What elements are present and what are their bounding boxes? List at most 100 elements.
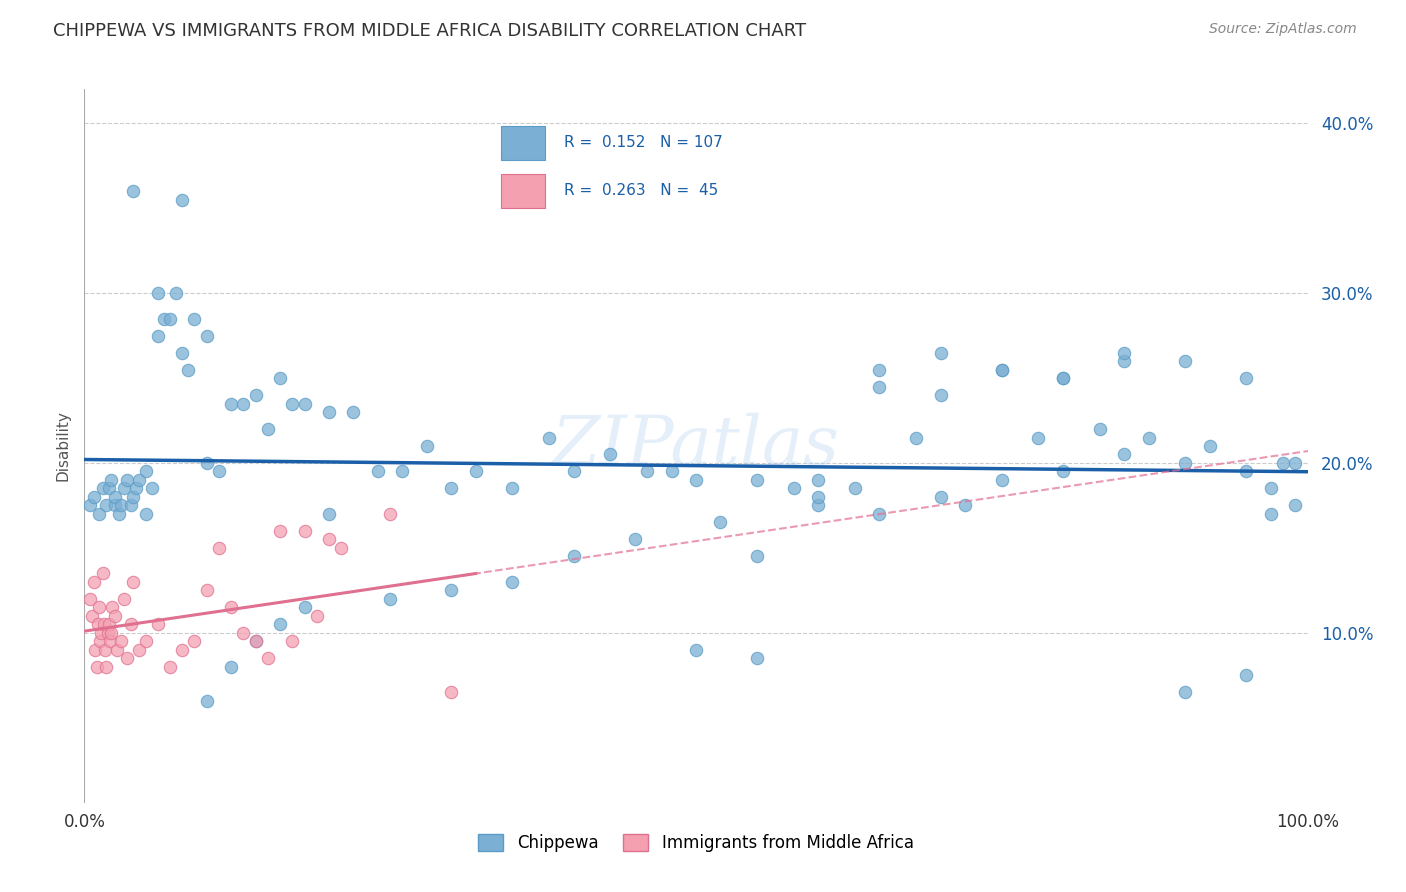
Point xyxy=(183,634,205,648)
Point xyxy=(141,482,163,496)
Point xyxy=(391,465,413,479)
Point xyxy=(159,311,181,326)
Point xyxy=(100,626,122,640)
Point xyxy=(1236,465,1258,479)
Point xyxy=(96,660,118,674)
Point xyxy=(104,490,127,504)
Point xyxy=(172,643,194,657)
Point xyxy=(104,608,127,623)
Point xyxy=(110,499,132,513)
Point xyxy=(195,456,218,470)
Point xyxy=(94,643,117,657)
Point xyxy=(367,465,389,479)
Point xyxy=(219,600,242,615)
Point xyxy=(991,362,1014,376)
Point xyxy=(807,473,830,487)
Point xyxy=(685,473,707,487)
Point xyxy=(219,660,242,674)
Point xyxy=(79,591,101,606)
Point xyxy=(661,465,683,479)
Point xyxy=(232,626,254,640)
Point xyxy=(269,371,291,385)
Point xyxy=(90,626,112,640)
Point xyxy=(991,362,1014,376)
Point xyxy=(1052,371,1074,385)
Point xyxy=(1174,456,1197,470)
Point xyxy=(159,660,181,674)
Point xyxy=(1114,345,1136,359)
Point xyxy=(747,651,769,665)
Point xyxy=(294,524,316,538)
Point xyxy=(330,541,353,555)
Point xyxy=(172,345,194,359)
Point xyxy=(1114,354,1136,368)
Point xyxy=(1198,439,1220,453)
Point xyxy=(440,685,463,699)
Point xyxy=(1174,354,1197,368)
Point xyxy=(305,608,328,623)
Point xyxy=(747,473,769,487)
Point xyxy=(502,482,524,496)
Point xyxy=(257,422,280,436)
Point xyxy=(146,617,169,632)
Point xyxy=(146,328,169,343)
Point xyxy=(807,490,830,504)
Point xyxy=(183,311,205,326)
Point xyxy=(269,524,291,538)
Point xyxy=(685,643,707,657)
Point xyxy=(905,430,928,444)
Point xyxy=(929,345,952,359)
Point xyxy=(318,507,340,521)
Point xyxy=(380,507,402,521)
Point xyxy=(440,583,463,598)
Point xyxy=(538,430,561,444)
Point xyxy=(380,591,402,606)
Point xyxy=(112,591,135,606)
Point xyxy=(91,566,114,581)
Point xyxy=(1272,456,1295,470)
Point xyxy=(107,507,129,521)
Point xyxy=(1028,430,1050,444)
Point xyxy=(80,608,103,623)
Point xyxy=(208,465,231,479)
Point xyxy=(105,643,128,657)
Point xyxy=(1236,371,1258,385)
Text: CHIPPEWA VS IMMIGRANTS FROM MIDDLE AFRICA DISABILITY CORRELATION CHART: CHIPPEWA VS IMMIGRANTS FROM MIDDLE AFRIC… xyxy=(53,22,807,40)
Point xyxy=(172,193,194,207)
Point xyxy=(440,482,463,496)
Point xyxy=(122,574,145,589)
Point xyxy=(257,651,280,665)
Point xyxy=(294,396,316,410)
Point xyxy=(562,465,585,479)
Point xyxy=(83,574,105,589)
Point xyxy=(96,499,118,513)
Point xyxy=(135,465,157,479)
Point xyxy=(1137,430,1160,444)
Point xyxy=(101,600,124,615)
Point xyxy=(195,694,218,708)
Point xyxy=(1174,685,1197,699)
Point xyxy=(269,617,291,632)
Point xyxy=(128,643,150,657)
Point xyxy=(97,482,120,496)
Point xyxy=(87,507,110,521)
Point xyxy=(91,482,114,496)
Point xyxy=(232,396,254,410)
Point xyxy=(416,439,439,453)
Point xyxy=(929,388,952,402)
Point xyxy=(783,482,806,496)
Point xyxy=(991,473,1014,487)
Point xyxy=(83,490,105,504)
Point xyxy=(87,600,110,615)
Point xyxy=(195,583,218,598)
Point xyxy=(1284,456,1306,470)
Point xyxy=(97,617,120,632)
Point xyxy=(97,626,120,640)
Point xyxy=(98,634,121,648)
Point xyxy=(135,507,157,521)
Point xyxy=(245,634,267,648)
Point xyxy=(1114,448,1136,462)
Y-axis label: Disability: Disability xyxy=(55,410,70,482)
Point xyxy=(747,549,769,564)
Point xyxy=(208,541,231,555)
